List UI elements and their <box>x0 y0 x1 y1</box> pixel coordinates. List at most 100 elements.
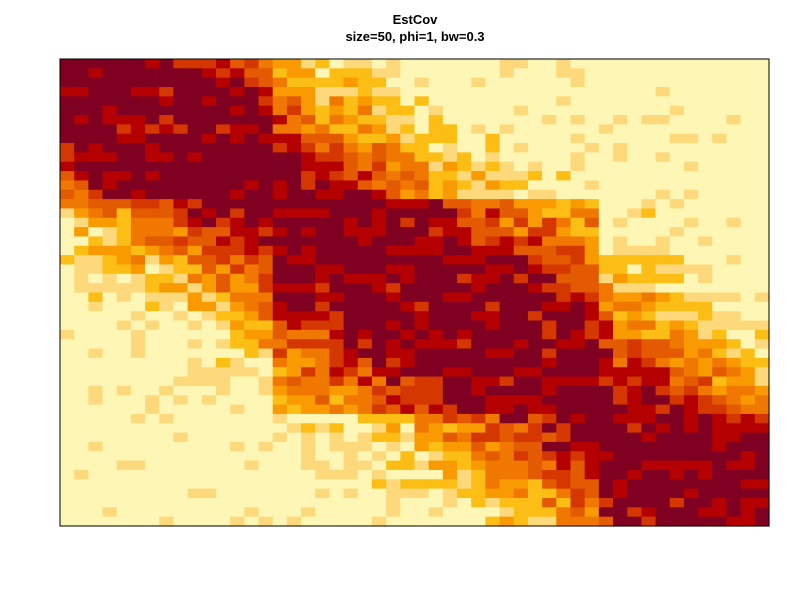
heatmap-cell <box>527 171 543 182</box>
heatmap-cell <box>201 329 217 340</box>
heatmap-cell <box>145 133 160 144</box>
heatmap-cell <box>230 245 245 256</box>
heatmap-cell <box>145 105 160 116</box>
heatmap-cell <box>230 199 245 210</box>
heatmap-cell <box>499 255 515 266</box>
heatmap-cell <box>641 432 657 443</box>
heatmap-cell <box>556 488 572 499</box>
heatmap-cell <box>542 105 557 116</box>
heatmap-cell <box>556 460 572 471</box>
heatmap-cell <box>655 273 671 284</box>
heatmap-cell <box>371 199 387 210</box>
heatmap-cell <box>74 488 89 499</box>
heatmap-cell <box>627 180 642 191</box>
heatmap-cell <box>740 208 756 219</box>
heatmap-cell <box>598 404 614 415</box>
heatmap-cell <box>159 245 175 256</box>
heatmap-cell <box>485 441 501 452</box>
heatmap-cell <box>641 348 657 359</box>
heatmap-cell <box>159 180 175 191</box>
heatmap-cell <box>159 329 175 340</box>
heatmap-cell <box>272 59 288 69</box>
heatmap-cell <box>258 507 274 518</box>
heatmap-cell <box>542 479 557 490</box>
heatmap-cell <box>754 77 770 88</box>
heatmap-cell <box>613 143 628 153</box>
heatmap-cell <box>244 507 260 518</box>
heatmap-cell <box>386 479 401 490</box>
heatmap-cell <box>499 105 515 116</box>
heatmap-cell <box>527 469 543 480</box>
heatmap-cell <box>145 264 160 275</box>
heatmap-cell <box>457 227 472 238</box>
heatmap-cell <box>60 507 75 518</box>
heatmap-cell <box>712 217 728 228</box>
heatmap-cell <box>315 68 331 79</box>
heatmap-cell <box>527 348 543 359</box>
heatmap-cell <box>556 273 572 284</box>
heatmap-cell <box>357 189 373 200</box>
heatmap-cell <box>442 301 458 312</box>
heatmap-cell <box>102 441 118 452</box>
heatmap-cell <box>301 105 316 116</box>
heatmap-cell <box>329 171 345 182</box>
heatmap-cell <box>315 59 331 69</box>
heatmap-cell <box>400 255 416 266</box>
heatmap-cell <box>556 189 572 200</box>
heatmap-cell <box>627 152 642 163</box>
heatmap-cell <box>258 59 274 69</box>
heatmap-cell <box>698 227 713 238</box>
heatmap-cell <box>173 77 189 88</box>
heatmap-cell <box>357 245 373 256</box>
heatmap-cell <box>145 180 160 191</box>
heatmap-cell <box>400 133 416 144</box>
heatmap-cell <box>60 329 75 340</box>
heatmap-cell <box>301 479 316 490</box>
heatmap-cell <box>698 385 713 396</box>
heatmap-cell <box>130 301 146 312</box>
heatmap-cell <box>145 460 160 471</box>
heatmap-cell <box>414 385 430 396</box>
heatmap-cell <box>655 152 671 163</box>
heatmap-cell <box>527 395 543 406</box>
heatmap-cell <box>655 292 671 303</box>
heatmap-cell <box>215 171 231 182</box>
heatmap-cell <box>726 348 742 359</box>
heatmap-cell <box>627 376 642 387</box>
heatmap-cell <box>286 255 302 266</box>
heatmap-cell <box>357 348 373 359</box>
heatmap-cell <box>669 423 685 434</box>
heatmap-cell <box>88 423 104 434</box>
heatmap-cell <box>60 133 75 144</box>
chart-title-block: EstCov size=50, phi=1, bw=0.3 <box>0 11 800 45</box>
heatmap-cell <box>201 264 217 275</box>
heatmap-cell <box>130 488 146 499</box>
heatmap-cell <box>88 460 104 471</box>
heatmap-cell <box>556 432 572 443</box>
heatmap-cell <box>641 208 657 219</box>
heatmap-cell <box>173 460 189 471</box>
heatmap-cell <box>60 96 75 107</box>
heatmap-cell <box>88 376 104 387</box>
heatmap-cell <box>386 283 401 294</box>
heatmap-cell <box>471 143 486 153</box>
heatmap-cell <box>400 227 416 238</box>
heatmap-cell <box>627 124 642 135</box>
heatmap-cell <box>130 348 146 359</box>
heatmap-cell <box>230 469 245 480</box>
heatmap-cell <box>244 96 260 107</box>
heatmap-cell <box>641 376 657 387</box>
heatmap-cell <box>102 189 118 200</box>
heatmap-cell <box>513 460 529 471</box>
heatmap-cell <box>726 227 742 238</box>
heatmap-cell <box>258 320 274 331</box>
heatmap-cell <box>187 348 203 359</box>
heatmap-cell <box>457 376 472 387</box>
heatmap-cell <box>400 245 416 256</box>
heatmap-cell <box>258 479 274 490</box>
heatmap-cell <box>527 367 543 378</box>
heatmap-cell <box>712 273 728 284</box>
heatmap-cell <box>301 516 316 527</box>
heatmap-cell <box>740 255 756 266</box>
heatmap-cell <box>698 133 713 144</box>
